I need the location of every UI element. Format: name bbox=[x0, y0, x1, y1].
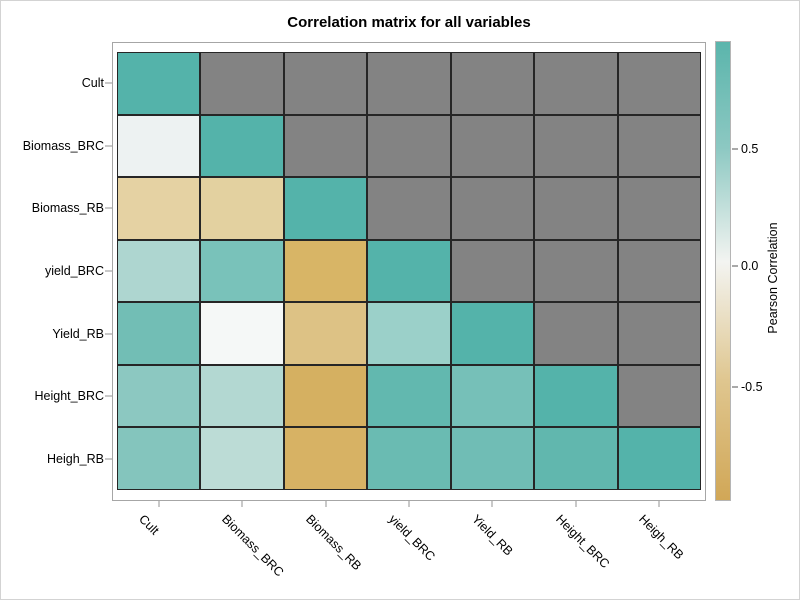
cell-Cult-Biomass_BRC bbox=[200, 52, 284, 115]
cell-Yield_RB-Biomass_RB bbox=[283, 302, 368, 365]
cell-Biomass_BRC-yield_BRC bbox=[367, 114, 451, 178]
colorbar-tick-label-0.0: 0.0 bbox=[741, 258, 759, 273]
cell-Cult-Yield_RB bbox=[450, 52, 535, 115]
x-axis-label-Yield_RB: Yield_RB bbox=[469, 512, 516, 559]
cell-Biomass_RB-Height_BRC bbox=[534, 177, 618, 240]
x-axis-tick bbox=[157, 501, 160, 507]
cell-Height_BRC-Biomass_BRC bbox=[200, 364, 284, 428]
cell-yield_BRC-yield_BRC bbox=[367, 239, 451, 303]
cell-Yield_RB-Cult bbox=[117, 302, 201, 365]
x-axis-label-Height_BRC: Height_BRC bbox=[552, 512, 612, 572]
y-axis-label-Cult: Cult bbox=[81, 76, 104, 91]
cell-Heigh_RB-Biomass_RB bbox=[283, 427, 368, 490]
cell-yield_BRC-Height_BRC bbox=[534, 239, 618, 303]
colorbar-tick bbox=[732, 264, 738, 267]
y-axis-label-Yield_RB: Yield_RB bbox=[52, 326, 104, 341]
cell-Yield_RB-Height_BRC bbox=[534, 302, 618, 365]
chart-title: Correlation matrix for all variables bbox=[287, 14, 531, 31]
cell-Height_BRC-Heigh_RB bbox=[617, 364, 701, 428]
cell-Cult-Heigh_RB bbox=[617, 52, 701, 115]
y-axis-tick bbox=[105, 332, 112, 335]
colorbar-tick bbox=[732, 148, 738, 151]
cell-Height_BRC-Height_BRC bbox=[534, 364, 618, 428]
colorbar-tick bbox=[732, 385, 738, 388]
cell-Cult-Height_BRC bbox=[534, 52, 618, 115]
cell-yield_BRC-Heigh_RB bbox=[617, 239, 701, 303]
cell-Biomass_RB-Heigh_RB bbox=[617, 177, 701, 240]
x-axis-label-Cult: Cult bbox=[135, 512, 162, 538]
cell-Biomass_RB-yield_BRC bbox=[367, 177, 451, 240]
cell-Biomass_RB-Yield_RB bbox=[450, 177, 535, 240]
x-axis-tick bbox=[491, 501, 494, 507]
cell-yield_BRC-Yield_RB bbox=[450, 239, 535, 303]
x-axis-tick bbox=[408, 501, 410, 507]
cell-Yield_RB-yield_BRC bbox=[367, 302, 451, 365]
cell-Height_BRC-yield_BRC bbox=[367, 364, 451, 428]
cell-Biomass_BRC-Heigh_RB bbox=[617, 114, 701, 178]
cell-Biomass_BRC-Biomass_BRC bbox=[200, 114, 284, 178]
x-axis-label-yield_BRC: yield_BRC bbox=[386, 512, 438, 564]
x-axis-label-Biomass_RB: Biomass_RB bbox=[302, 512, 364, 573]
x-axis-label-Heigh_RB: Heigh_RB bbox=[636, 512, 687, 563]
cell-Biomass_BRC-Yield_RB bbox=[450, 114, 535, 178]
colorbar-tick-label-0.5: 0.5 bbox=[741, 142, 759, 157]
cell-Height_BRC-Yield_RB bbox=[450, 364, 535, 428]
cell-Biomass_RB-Biomass_BRC bbox=[200, 177, 284, 240]
y-axis-tick bbox=[105, 457, 112, 460]
cell-Heigh_RB-Height_BRC bbox=[534, 427, 618, 490]
cell-Heigh_RB-Cult bbox=[117, 427, 201, 490]
colorbar-tick-label--0.5: -0.5 bbox=[741, 379, 763, 394]
cell-Cult-Cult bbox=[117, 52, 201, 115]
y-axis-label-Heigh_RB: Heigh_RB bbox=[47, 451, 104, 466]
cell-Cult-Biomass_RB bbox=[283, 52, 368, 115]
cell-Heigh_RB-Yield_RB bbox=[450, 427, 535, 490]
x-axis-label-Biomass_BRC: Biomass_BRC bbox=[219, 512, 287, 580]
y-axis-tick bbox=[105, 82, 112, 85]
cell-yield_BRC-Biomass_BRC bbox=[200, 239, 284, 303]
colorbar-label: Pearson Correlation bbox=[766, 222, 780, 334]
y-axis-label-Biomass_BRC: Biomass_BRC bbox=[22, 138, 104, 153]
cell-Height_BRC-Cult bbox=[117, 364, 201, 428]
cell-Heigh_RB-Biomass_BRC bbox=[200, 427, 284, 490]
y-axis-tick bbox=[105, 395, 112, 398]
cell-Biomass_BRC-Cult bbox=[117, 114, 201, 178]
x-axis-tick bbox=[658, 501, 661, 507]
cell-Heigh_RB-yield_BRC bbox=[367, 427, 451, 490]
cell-yield_BRC-Biomass_RB bbox=[283, 239, 368, 303]
x-axis-tick bbox=[324, 501, 327, 507]
cell-Biomass_RB-Biomass_RB bbox=[283, 177, 368, 240]
y-axis-tick bbox=[105, 144, 112, 147]
x-axis-tick bbox=[241, 501, 244, 507]
cell-Biomass_BRC-Biomass_RB bbox=[283, 114, 368, 178]
cell-yield_BRC-Cult bbox=[117, 239, 201, 303]
cell-Biomass_BRC-Height_BRC bbox=[534, 114, 618, 178]
cell-Cult-yield_BRC bbox=[367, 52, 451, 115]
y-axis-tick bbox=[105, 270, 112, 272]
y-axis-label-yield_BRC: yield_BRC bbox=[44, 264, 104, 278]
heatmap-grid bbox=[117, 52, 701, 490]
y-axis-tick bbox=[105, 207, 112, 210]
cell-Yield_RB-Yield_RB bbox=[450, 302, 535, 365]
cell-Yield_RB-Heigh_RB bbox=[617, 302, 701, 365]
cell-Heigh_RB-Heigh_RB bbox=[617, 427, 701, 490]
cell-Yield_RB-Biomass_BRC bbox=[200, 302, 284, 365]
x-axis-tick bbox=[574, 501, 577, 507]
cell-Height_BRC-Biomass_RB bbox=[283, 364, 368, 428]
y-axis-label-Biomass_RB: Biomass_RB bbox=[31, 201, 104, 216]
colorbar-gradient bbox=[715, 41, 731, 501]
cell-Biomass_RB-Cult bbox=[117, 177, 201, 240]
y-axis-label-Height_BRC: Height_BRC bbox=[34, 389, 104, 404]
